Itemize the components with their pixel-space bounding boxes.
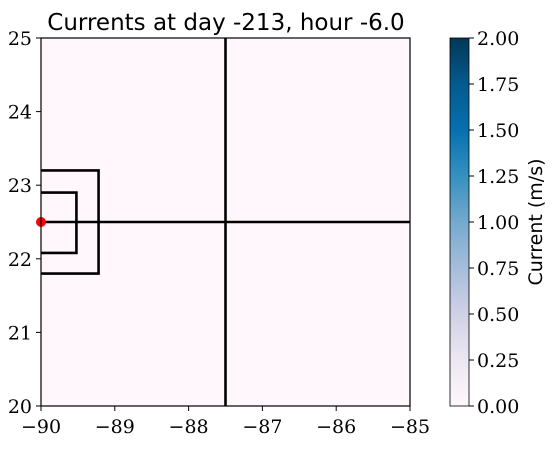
y-tick-label: 20 xyxy=(8,396,32,418)
y-tick-label: 23 xyxy=(8,175,32,197)
colorbar-tick-label: 0.25 xyxy=(477,350,519,372)
y-tick-label: 22 xyxy=(8,249,32,271)
colorbar-tick-label: 0.50 xyxy=(477,304,519,326)
x-tick-label: −89 xyxy=(95,416,135,438)
colorbar-gradient xyxy=(450,38,469,406)
plot-frame xyxy=(40,37,411,407)
colorbar-tick-label: 2.00 xyxy=(477,28,519,50)
chart-title: Currents at day -213, hour -6.0 xyxy=(47,10,404,36)
outer-box-line xyxy=(41,169,100,275)
y-tick-label: 24 xyxy=(8,102,32,124)
colorbar-tick-label: 1.75 xyxy=(477,74,519,96)
y-tick-label: 25 xyxy=(8,28,32,50)
colorbar-tick-label: 0.75 xyxy=(477,258,519,280)
x-tick-label: −86 xyxy=(316,416,356,438)
boundary-lines xyxy=(41,38,410,406)
y-axis: 20 21 22 23 24 25 xyxy=(8,28,41,418)
colorbar-label: Current (m/s) xyxy=(525,158,547,285)
plot-area xyxy=(36,37,411,407)
colorbar-tick-label: 1.50 xyxy=(477,120,519,142)
x-tick-label: −85 xyxy=(390,416,430,438)
colorbar-ticks: 0.00 0.25 0.50 0.75 1.00 1.25 1.50 1.75 2.00 xyxy=(469,28,519,418)
colorbar-tick-label: 1.00 xyxy=(477,212,519,234)
x-axis: −90 −89 −88 −87 −86 −85 xyxy=(21,406,430,438)
y-tick-label: 21 xyxy=(8,322,32,344)
colorbar: 0.00 0.25 0.50 0.75 1.00 1.25 1.50 1.75 2.00 Cur… xyxy=(449,28,547,418)
colorbar-tick-label: 1.25 xyxy=(477,166,519,188)
x-tick-label: −90 xyxy=(21,416,61,438)
inner-box-line xyxy=(41,191,78,255)
x-tick-label: −88 xyxy=(169,416,209,438)
x-tick-label: −87 xyxy=(242,416,282,438)
colorbar-tick-label: 0.00 xyxy=(477,396,519,418)
